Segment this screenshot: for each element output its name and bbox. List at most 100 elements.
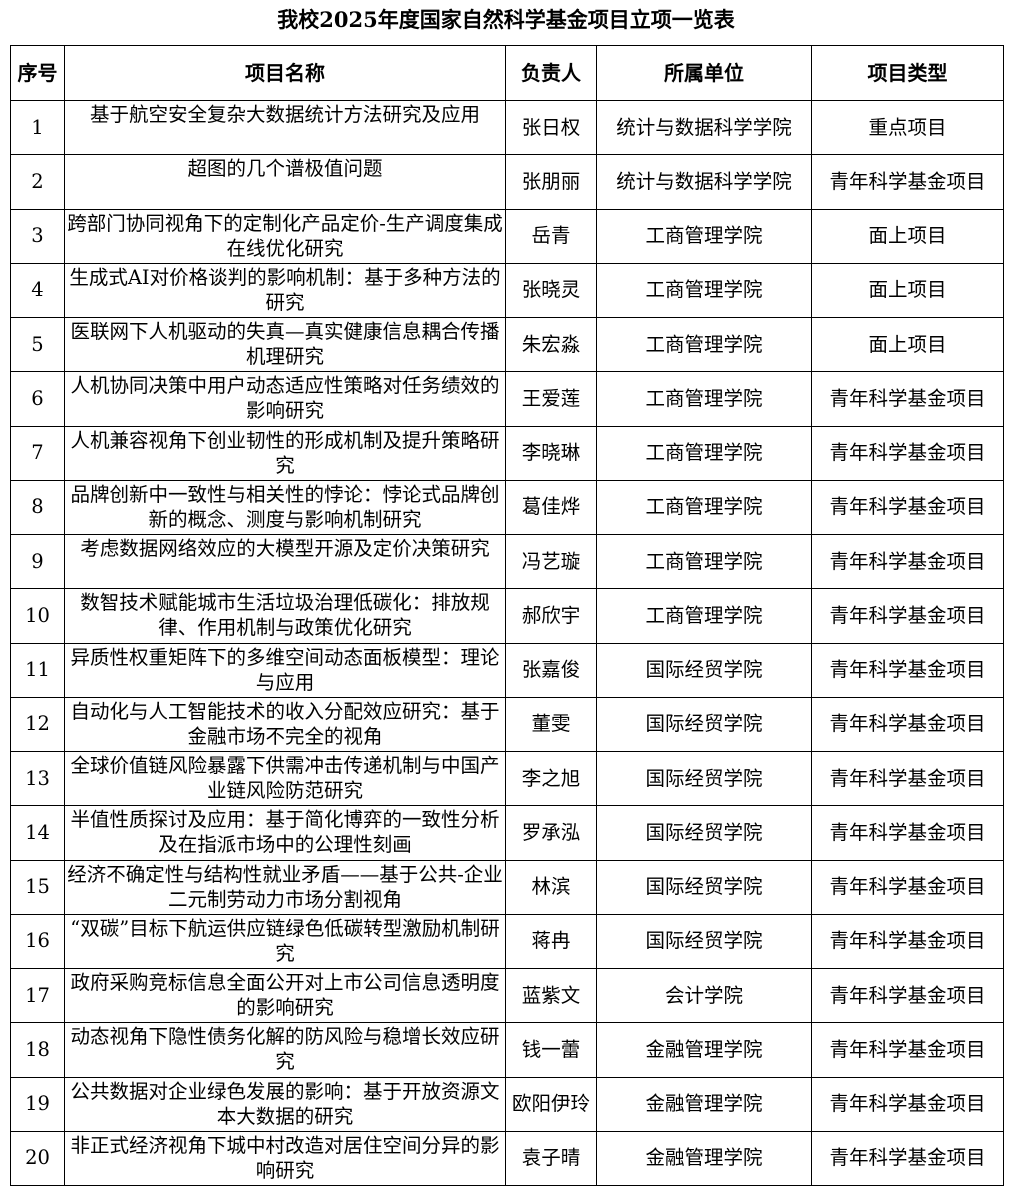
project-unit: 金融管理学院 bbox=[596, 1130, 812, 1186]
table-header-row: 序号 项目名称 负责人 所属单位 项目类型 bbox=[10, 45, 1004, 101]
project-leader: 张嘉俊 bbox=[505, 642, 597, 698]
table-row: 15 经济不确定性与结构性就业矛盾——基于公共-企业二元制劳动力市场分割视角 林滨国… bbox=[10, 859, 1004, 915]
project-name: 自动化与人工智能技术的收入分配效应研究：基于金融市场不完全的视角 bbox=[64, 696, 506, 753]
project-name: 异质性权重矩阵下的多维空间动态面板模型：理论与应用 bbox=[64, 642, 506, 698]
project-name: 品牌创新中一致性与相关性的悖论：悖论式品牌创新的概念、测度与影响机制研究 bbox=[64, 479, 506, 536]
table-row: 2 超图的几个谱极值问题 张朋丽 统计与数据科学学院 青年科学基金项目 bbox=[10, 154, 1004, 210]
project-name: 考虑数据网络效应的大模型开源及定价决策研究 bbox=[64, 533, 506, 590]
row-number: 6 bbox=[10, 371, 65, 427]
project-type: 青年科学基金项目 bbox=[811, 425, 1004, 481]
row-number: 4 bbox=[10, 262, 65, 319]
project-leader: 欧阳伊玲 bbox=[505, 1076, 597, 1132]
row-number: 3 bbox=[10, 208, 65, 264]
table-row: 3 跨部门协同视角下的定制化产品定价-生产调度集成在线优化研究 岳青 工商管理学院 面上… bbox=[10, 208, 1004, 264]
project-leader: 罗承泓 bbox=[505, 805, 597, 861]
project-name: 跨部门协同视角下的定制化产品定价-生产调度集成在线优化研究 bbox=[64, 208, 506, 264]
row-number: 20 bbox=[10, 1130, 65, 1186]
table-row: 20 非正式经济视角下城中村改造对居住空间分异的影响研究 袁子晴 金融管理学院 青年科学… bbox=[10, 1130, 1004, 1186]
table-row: 13 全球价值链风险暴露下供需冲击传递机制与中国产业链风险防范研究 李之旭 国际经贸学… bbox=[10, 750, 1004, 807]
project-type: 青年科学基金项目 bbox=[811, 588, 1004, 644]
row-number: 14 bbox=[10, 805, 65, 861]
project-type: 青年科学基金项目 bbox=[811, 859, 1004, 915]
project-type: 青年科学基金项目 bbox=[811, 913, 1004, 970]
project-unit: 统计与数据科学学院 bbox=[596, 99, 812, 156]
project-unit: 会计学院 bbox=[596, 967, 812, 1024]
project-unit: 金融管理学院 bbox=[596, 1022, 812, 1078]
project-leader: 冯艺璇 bbox=[505, 533, 597, 590]
table-row: 17 政府采购竞标信息全面公开对上市公司信息透明度的影响研究 蓝紫文 会计学院 青年科学… bbox=[10, 967, 1004, 1024]
project-leader: 钱一蕾 bbox=[505, 1022, 597, 1078]
project-unit: 金融管理学院 bbox=[596, 1076, 812, 1132]
row-number: 9 bbox=[10, 533, 65, 590]
project-name: 动态视角下隐性债务化解的防风险与稳增长效应研究 bbox=[64, 1022, 506, 1078]
project-leader: 林滨 bbox=[505, 859, 597, 915]
header-unit: 所属单位 bbox=[596, 45, 812, 101]
header-type: 项目类型 bbox=[811, 45, 1004, 101]
project-name: 人机协同决策中用户动态适应性策略对任务绩效的影响研究 bbox=[64, 371, 506, 427]
table-row: 10 数智技术赋能城市生活垃圾治理低碳化：排放规律、作用机制与政策优化研究 郝欣宇工… bbox=[10, 588, 1004, 644]
header-no: 序号 bbox=[10, 45, 65, 101]
project-leader: 张朋丽 bbox=[505, 154, 597, 210]
row-number: 2 bbox=[10, 154, 65, 210]
project-type: 青年科学基金项目 bbox=[811, 805, 1004, 861]
row-number: 16 bbox=[10, 913, 65, 970]
project-type: 青年科学基金项目 bbox=[811, 750, 1004, 807]
projects-table: 序号 项目名称 负责人 所属单位 项目类型 1 基于航空安全复杂大数据统计方法研究… bbox=[10, 45, 1004, 1186]
project-leader: 岳青 bbox=[505, 208, 597, 264]
header-leader: 负责人 bbox=[505, 45, 597, 101]
row-number: 1 bbox=[10, 99, 65, 156]
table-row: 11 异质性权重矩阵下的多维空间动态面板模型：理论与应用 张嘉俊 国际经贸学院 青年科学… bbox=[10, 642, 1004, 698]
project-name: 医联网下人机驱动的失真—真实健康信息耦合传播机理研究 bbox=[64, 316, 506, 373]
project-type: 青年科学基金项目 bbox=[811, 371, 1004, 427]
project-name: 政府采购竞标信息全面公开对上市公司信息透明度的影响研究 bbox=[64, 967, 506, 1024]
row-number: 12 bbox=[10, 696, 65, 753]
project-unit: 工商管理学院 bbox=[596, 208, 812, 264]
project-unit: 工商管理学院 bbox=[596, 588, 812, 644]
project-unit: 国际经贸学院 bbox=[596, 859, 812, 915]
project-leader: 董雯 bbox=[505, 696, 597, 753]
project-type: 面上项目 bbox=[811, 316, 1004, 373]
project-unit: 工商管理学院 bbox=[596, 371, 812, 427]
table-row: 1 基于航空安全复杂大数据统计方法研究及应用 张日权 统计与数据科学学院 重点项目 bbox=[10, 99, 1004, 156]
row-number: 17 bbox=[10, 967, 65, 1024]
project-name: 公共数据对企业绿色发展的影响：基于开放资源文本大数据的研究 bbox=[64, 1076, 506, 1132]
project-type: 重点项目 bbox=[811, 99, 1004, 156]
row-number: 7 bbox=[10, 425, 65, 481]
project-type: 面上项目 bbox=[811, 262, 1004, 319]
project-name: 生成式AI对价格谈判的影响机制：基于多种方法的研究 bbox=[64, 262, 506, 319]
project-leader: 张日权 bbox=[505, 99, 597, 156]
row-number: 8 bbox=[10, 479, 65, 536]
project-name: 经济不确定性与结构性就业矛盾——基于公共-企业二元制劳动力市场分割视角 bbox=[64, 859, 506, 915]
project-unit: 工商管理学院 bbox=[596, 479, 812, 536]
table-row: 16 “双碳”目标下航运供应链绿色低碳转型激励机制研究 蒋冉 国际经贸学院 青年科学基金… bbox=[10, 913, 1004, 970]
project-name: 基于航空安全复杂大数据统计方法研究及应用 bbox=[64, 99, 506, 156]
project-unit: 国际经贸学院 bbox=[596, 750, 812, 807]
project-leader: 葛佳烨 bbox=[505, 479, 597, 536]
row-number: 19 bbox=[10, 1076, 65, 1132]
project-type: 青年科学基金项目 bbox=[811, 1076, 1004, 1132]
table-row: 8 品牌创新中一致性与相关性的悖论：悖论式品牌创新的概念、测度与影响机制研究 葛佳烨… bbox=[10, 479, 1004, 536]
project-type: 青年科学基金项目 bbox=[811, 479, 1004, 536]
project-unit: 国际经贸学院 bbox=[596, 696, 812, 753]
project-leader: 王爱莲 bbox=[505, 371, 597, 427]
project-type: 青年科学基金项目 bbox=[811, 642, 1004, 698]
project-name: 超图的几个谱极值问题 bbox=[64, 154, 506, 210]
table-row: 4 生成式AI对价格谈判的影响机制：基于多种方法的研究 张晓灵 工商管理学院 面上项目 bbox=[10, 262, 1004, 319]
table-row: 7 人机兼容视角下创业韧性的形成机制及提升策略研究 李晓琳 工商管理学院 青年科学基金项… bbox=[10, 425, 1004, 481]
table-row: 18 动态视角下隐性债务化解的防风险与稳增长效应研究 钱一蕾 金融管理学院 青年科学基金… bbox=[10, 1022, 1004, 1078]
page-title: 我校2025年度国家自然科学基金项目立项一览表 bbox=[277, 7, 735, 32]
project-type: 青年科学基金项目 bbox=[811, 1130, 1004, 1186]
table-row: 6 人机协同决策中用户动态适应性策略对任务绩效的影响研究 王爱莲 工商管理学院 青年科学… bbox=[10, 371, 1004, 427]
project-type: 青年科学基金项目 bbox=[811, 696, 1004, 753]
project-unit: 工商管理学院 bbox=[596, 262, 812, 319]
project-leader: 朱宏淼 bbox=[505, 316, 597, 373]
project-type: 面上项目 bbox=[811, 208, 1004, 264]
project-leader: 郝欣宇 bbox=[505, 588, 597, 644]
project-leader: 张晓灵 bbox=[505, 262, 597, 319]
project-name: 人机兼容视角下创业韧性的形成机制及提升策略研究 bbox=[64, 425, 506, 481]
project-name: 非正式经济视角下城中村改造对居住空间分异的影响研究 bbox=[64, 1130, 506, 1186]
project-leader: 李晓琳 bbox=[505, 425, 597, 481]
table-row: 9 考虑数据网络效应的大模型开源及定价决策研究 冯艺璇 工商管理学院 青年科学基金项目 bbox=[10, 533, 1004, 590]
project-leader: 蓝紫文 bbox=[505, 967, 597, 1024]
project-type: 青年科学基金项目 bbox=[811, 1022, 1004, 1078]
